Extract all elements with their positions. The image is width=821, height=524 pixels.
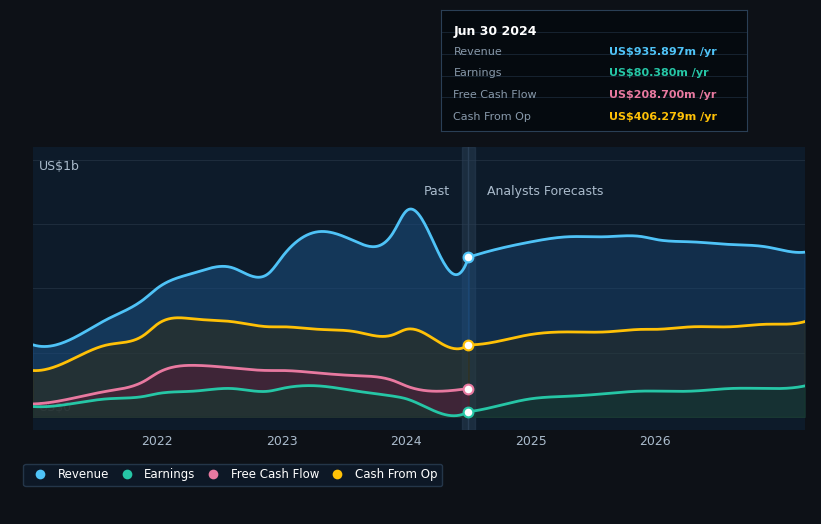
Text: US$208.700m /yr: US$208.700m /yr: [609, 90, 717, 100]
Text: Revenue: Revenue: [453, 47, 502, 57]
Text: Jun 30 2024: Jun 30 2024: [453, 25, 537, 38]
Text: US$406.279m /yr: US$406.279m /yr: [609, 112, 718, 122]
Text: US$0: US$0: [39, 401, 72, 414]
Text: Past: Past: [424, 185, 450, 198]
Bar: [462, 147, 475, 430]
Text: Cash From Op: Cash From Op: [453, 112, 531, 122]
Text: US$935.897m /yr: US$935.897m /yr: [609, 47, 718, 57]
Text: Earnings: Earnings: [453, 68, 502, 78]
Text: US$80.380m /yr: US$80.380m /yr: [609, 68, 709, 78]
Text: Analysts Forecasts: Analysts Forecasts: [487, 185, 603, 198]
Text: US$1b: US$1b: [39, 160, 80, 172]
Text: Free Cash Flow: Free Cash Flow: [453, 90, 537, 100]
Legend: Revenue, Earnings, Free Cash Flow, Cash From Op: Revenue, Earnings, Free Cash Flow, Cash …: [23, 464, 443, 486]
